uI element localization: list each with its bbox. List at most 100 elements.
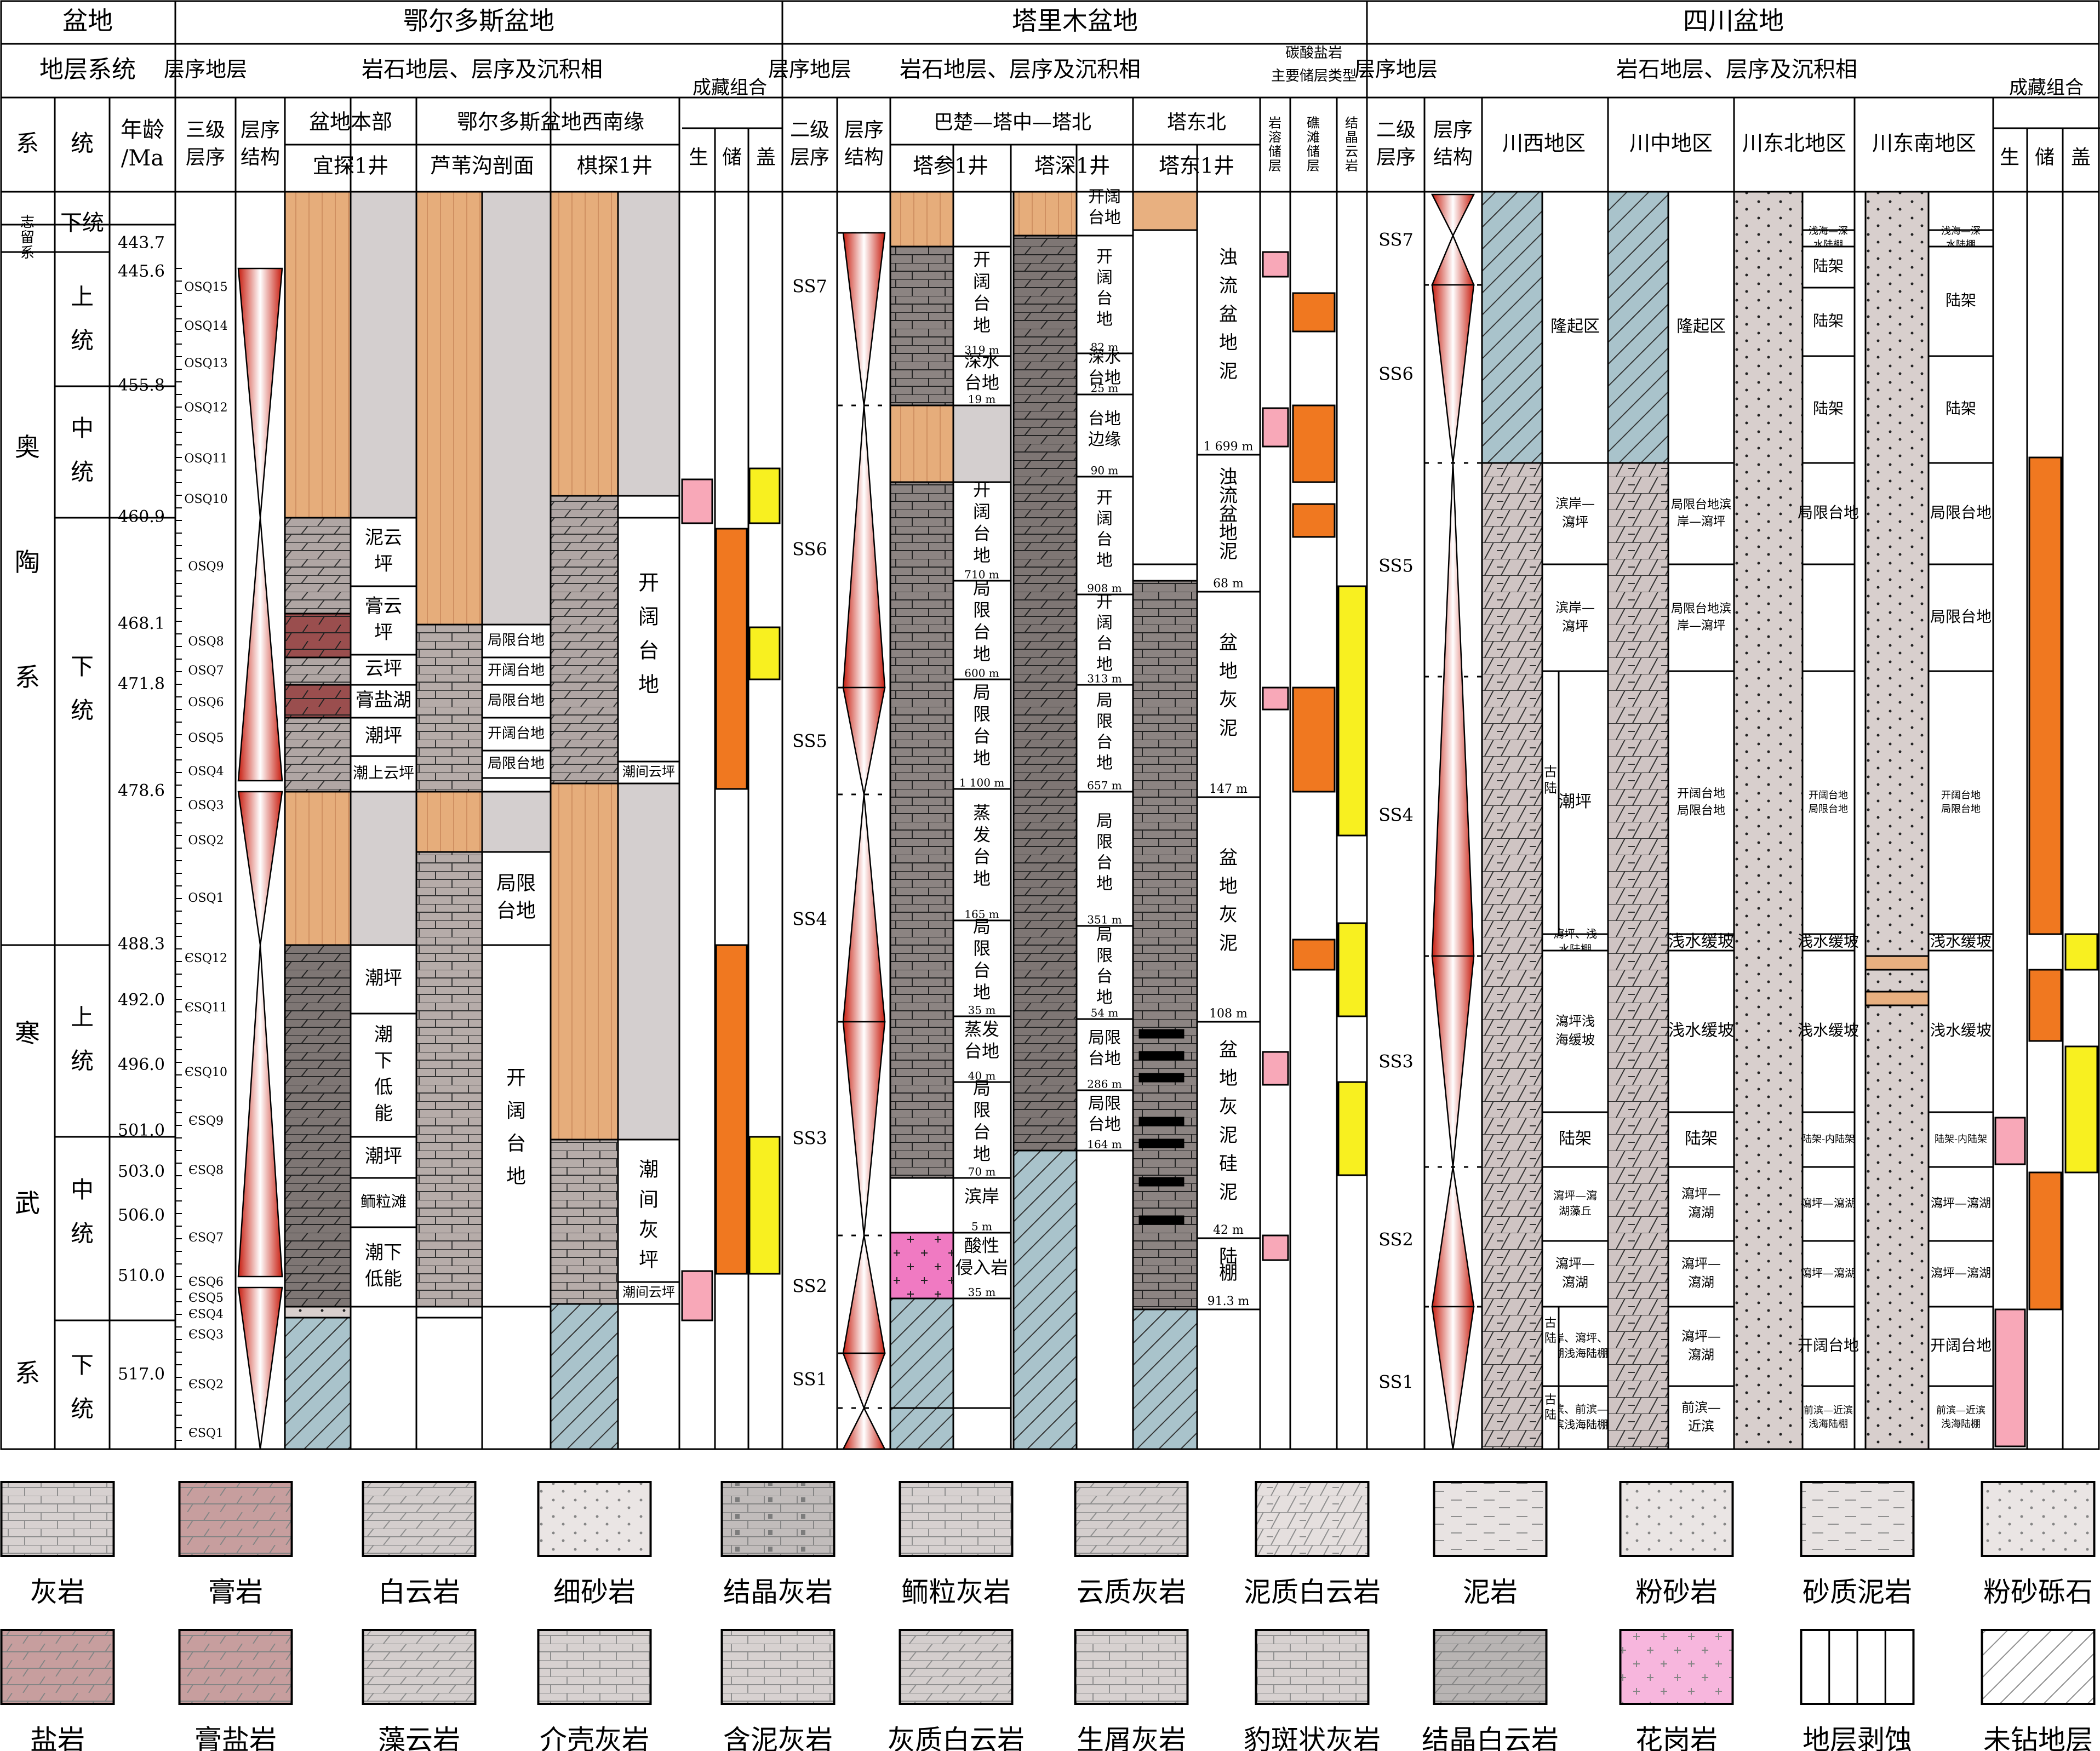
facies-luwei: 局限台地 [488,693,545,709]
facies-cell-sc-se [1927,245,1994,357]
ordos-lith-strat: 岩石地层、层序及沉积相 [362,57,603,82]
reservoir-bar [2028,456,2062,935]
gulu: 古陆 [1544,764,1557,796]
ss-label-tarim: SS2 [792,1276,827,1297]
svg-text:瀉湖: 瀉湖 [1688,1347,1714,1363]
esq-label: ЄSQ7 [188,1231,224,1245]
struct-tri [1431,955,1475,1168]
facies-cell-tashen [1075,791,1134,927]
svg-text:棚: 棚 [1219,1262,1238,1284]
struct-tri [237,791,283,946]
osq-label: OSQ3 [188,799,224,812]
facies-yitan: 膏云坪 [365,596,402,644]
facies-sc-ne: 浅水缓坡 [1798,932,1859,951]
svg-text:台: 台 [973,1121,991,1142]
svg-text:台地: 台地 [964,373,999,393]
svg-text:台地: 台地 [1088,1049,1121,1068]
dolo-bar [1337,922,1367,1017]
siltstone [1733,191,1804,1450]
facies-thick: 319 m [964,344,999,357]
accum-res: 储 [722,146,742,169]
facies-yitan: 鲕粒滩 [361,1193,407,1211]
legend-label: 藻云岩 [378,1724,460,1751]
osq-label: OSQ5 [188,731,224,745]
svg-text:灰: 灰 [1219,904,1238,926]
svg-text:局限: 局限 [1088,1028,1121,1048]
facies-cell-sc-ne [1801,462,1856,565]
reef-bar [1292,503,1336,538]
facies-luwei: 开阔台地 [506,1067,526,1188]
osq-label: OSQ2 [188,834,224,848]
facies-thick: 91.3 m [1208,1295,1250,1308]
system-ordovician-char: 奥 [15,432,40,462]
esq-label: ЄSQ8 [188,1164,224,1177]
facies-thick: 54 m [1091,1006,1119,1020]
osq-label: OSQ8 [188,635,224,649]
accum-seal: 盖 [756,146,776,169]
svg-text:限: 限 [1096,712,1113,731]
svg-text:台: 台 [1096,967,1113,986]
facies-tashen: 开阔台地 [1088,187,1121,227]
legend-item: 泥岩 [1433,1481,1548,1608]
series-upper-c: 上 [71,1004,94,1031]
facies-sc-ne: 陆架 [1813,257,1844,275]
osq-label: OSQ11 [184,452,227,466]
svg-text:开阔台地: 开阔台地 [1941,789,1981,801]
svg-text:岸—瀉坪: 岸—瀉坪 [1677,515,1725,529]
blank [1075,1149,1134,1450]
dolomite-dark [284,944,352,1308]
svg-text:深水: 深水 [1088,348,1121,367]
legend-label: 鲕粒灰岩 [901,1576,1011,1608]
svg-text:蒸: 蒸 [973,803,991,823]
black-band [1138,1138,1185,1148]
svg-text:坪: 坪 [639,1249,659,1272]
facies-cell-qitan [617,760,680,785]
facies-sc-ne: 陆架 [1813,312,1844,330]
struct-tri [1431,233,1475,286]
svg-text:开: 开 [506,1067,526,1089]
undrilled-upper [350,191,417,519]
undrilled-base [1132,1308,1198,1450]
facies-tashen: 局限台地 [1096,691,1113,773]
ss-label-tarim: SS6 [792,539,827,560]
dolomite [550,495,619,785]
struct-tri [1431,1306,1475,1450]
svg-text:瀉坪: 瀉坪 [1562,514,1588,530]
svg-text:浊: 浊 [1219,247,1238,268]
svg-text:台: 台 [1096,854,1113,873]
facies-thick: 165 m [964,908,999,921]
facies-cell-tashen [1075,1089,1134,1152]
facies-thick: 90 m [1091,464,1119,477]
series-upper-o: 统 [71,327,94,354]
facies-thick: 147 m [1209,782,1248,796]
facies-cell-luwei [481,623,552,659]
eroded-strata [1132,191,1198,231]
legend-label: 细砂岩 [553,1576,636,1608]
svg-text:阔: 阔 [973,501,991,522]
undrilled-base [1012,1149,1078,1450]
svg-text:局: 局 [1096,691,1113,711]
svg-text:地: 地 [1219,661,1238,683]
facies-tashen: 局限台地 [1088,1028,1121,1068]
svg-text:坪: 坪 [374,553,393,575]
ss-label-sc: SS2 [1378,1229,1414,1250]
svg-text:局限: 局限 [1088,1094,1121,1113]
svg-text:台: 台 [506,1132,526,1155]
series-lower-sil: 下统 [60,210,104,236]
legend-item: 膏岩 [178,1481,293,1608]
svg-text:开: 开 [973,249,991,270]
facies-cell-sc-se [1927,949,1994,1113]
svg-text:局限台地: 局限台地 [1941,804,1981,815]
series-middle-c: 中 [71,1176,94,1203]
gulu-cell [1541,1306,1560,1387]
facies-sc-central: 瀉坪— 瀉湖 [1681,1329,1721,1363]
esq-label: ЄSQ3 [188,1328,224,1342]
header-strat-system: 地层系统 [39,56,136,84]
facies-luwei: 局限台地 [496,872,536,922]
esq-label: ЄSQ1 [188,1427,224,1440]
